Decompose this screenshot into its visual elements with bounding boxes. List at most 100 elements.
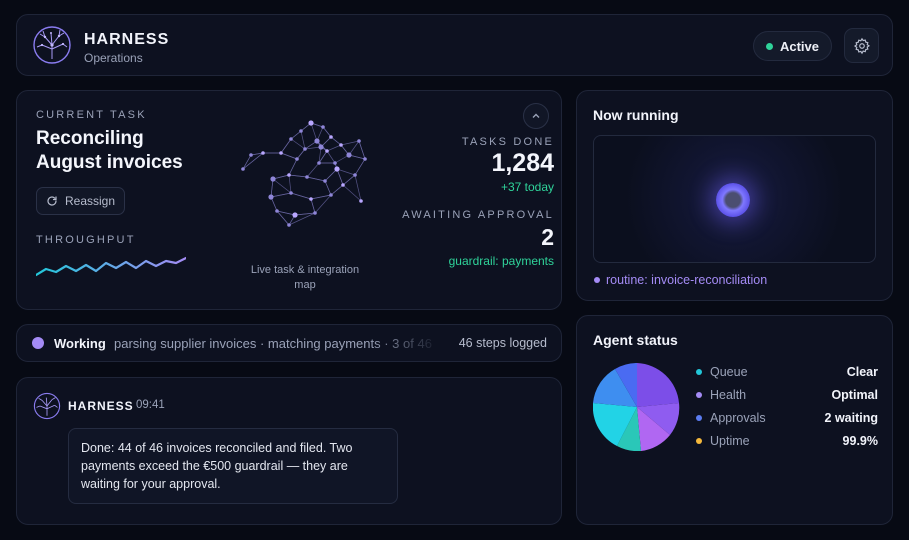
app-subtitle: Operations: [84, 51, 143, 65]
network-edge: [318, 146, 322, 164]
stat-row-approvals[interactable]: Approvals 2 waiting: [695, 411, 878, 427]
awaiting-approval-label: AWAITING APPROVAL: [402, 209, 554, 221]
network-edge: [290, 138, 306, 150]
network-edge: [288, 174, 292, 194]
app-header: HARNESS Operations Active: [16, 14, 893, 76]
network-edge: [280, 138, 292, 154]
network-edge: [310, 194, 332, 200]
stat-value: Optimal: [831, 388, 878, 402]
network-edge: [304, 146, 322, 150]
network-node: [279, 151, 283, 155]
network-edge: [296, 148, 306, 160]
network-node: [353, 173, 357, 177]
network-edge: [276, 210, 296, 216]
network-edge: [354, 158, 366, 176]
app-title: HARNESS: [84, 31, 170, 48]
collapse-button[interactable]: [523, 103, 549, 129]
stat-row-uptime: Uptime 99.9%: [695, 434, 878, 450]
stat-row-health: Health Optimal: [695, 388, 878, 404]
network-node: [318, 144, 324, 150]
gear-icon: [853, 37, 870, 54]
working-indicator-icon: [32, 337, 44, 349]
network-edge: [342, 174, 356, 186]
network-node: [299, 129, 303, 133]
status-label: Active: [779, 38, 820, 54]
network-edge: [342, 184, 362, 202]
network-node: [346, 152, 352, 158]
agent-status-pie: [593, 363, 680, 451]
working-status-bar: Working parsing supplier invoices · matc…: [16, 324, 562, 362]
network-edge: [300, 130, 306, 150]
network-node: [268, 194, 274, 200]
network-edge: [336, 168, 356, 176]
network-node: [339, 143, 343, 147]
throughput-sparkline: [36, 256, 186, 277]
current-task-card: CURRENT TASK Reconciling August invoices…: [16, 90, 562, 310]
network-edge: [306, 176, 326, 182]
status-badge[interactable]: Active: [753, 31, 832, 61]
reassign-button[interactable]: Reassign: [36, 187, 125, 215]
network-node: [363, 157, 367, 161]
stat-label: Health: [710, 388, 747, 402]
network-node: [305, 175, 309, 179]
settings-button[interactable]: [844, 28, 879, 63]
network-node: [303, 147, 307, 151]
tasks-done-value: 1,284: [491, 149, 554, 177]
awaiting-approval-value: 2: [541, 224, 554, 250]
reassign-label: Reassign: [64, 194, 116, 208]
network-edge: [290, 192, 312, 200]
stat-label: Approvals: [710, 411, 766, 425]
message-time: 09:41: [136, 399, 165, 411]
map-caption: Live task & integration map: [250, 264, 360, 291]
network-node: [323, 179, 327, 183]
message-bubble: Done: 44 of 46 invoices reconciled and f…: [68, 428, 398, 504]
refresh-icon: [47, 196, 57, 206]
agent-status-card: Agent status Queue Clear Health Optimal …: [576, 315, 893, 525]
network-edge: [348, 154, 366, 160]
task-integration-network-map: [241, 120, 367, 227]
status-dot-icon: [765, 42, 773, 50]
network-edge: [288, 174, 308, 178]
network-node: [357, 139, 361, 143]
routine-dot-icon: [594, 277, 600, 283]
tasks-done-delta: +37 today: [500, 180, 554, 194]
network-node: [341, 183, 345, 187]
network-edge: [324, 180, 332, 196]
routine-label[interactable]: routine: invoice-reconciliation: [606, 273, 768, 287]
network-edge: [330, 184, 344, 196]
network-edge: [242, 152, 264, 170]
network-node: [249, 153, 253, 157]
network-edge: [324, 168, 338, 182]
stat-row-queue: Queue Clear: [695, 365, 878, 381]
network-edge: [348, 140, 360, 156]
network-node: [329, 135, 333, 139]
network-node: [309, 197, 313, 201]
uptime-dot-icon: [696, 438, 702, 444]
chevron-up-icon: [532, 113, 540, 118]
network-node: [241, 167, 245, 171]
tasks-done-label: TASKS DONE: [461, 136, 554, 148]
network-node: [292, 212, 298, 218]
steps-logged[interactable]: 46 steps logged: [458, 336, 547, 350]
network-edge: [322, 126, 332, 138]
network-edge: [330, 136, 342, 146]
network-edge: [272, 178, 292, 194]
network-node: [329, 193, 333, 197]
network-node: [275, 209, 279, 213]
throughput-label: THROUGHPUT: [36, 234, 136, 246]
stat-label: Uptime: [710, 434, 750, 448]
message-sender: HARNESS: [68, 399, 134, 413]
approvals-dot-icon: [696, 415, 702, 421]
network-node: [333, 161, 337, 165]
now-running-title: Now running: [593, 107, 679, 123]
network-edge: [310, 198, 316, 214]
network-edge: [294, 212, 316, 216]
stat-value: 99.9%: [842, 434, 878, 448]
network-node: [314, 138, 320, 144]
stat-label: Queue: [710, 365, 748, 379]
agent-status-title: Agent status: [593, 332, 678, 348]
network-edge: [326, 144, 342, 152]
stat-value: 2 waiting: [824, 411, 878, 425]
network-node: [287, 223, 291, 227]
network-edge: [310, 122, 318, 142]
